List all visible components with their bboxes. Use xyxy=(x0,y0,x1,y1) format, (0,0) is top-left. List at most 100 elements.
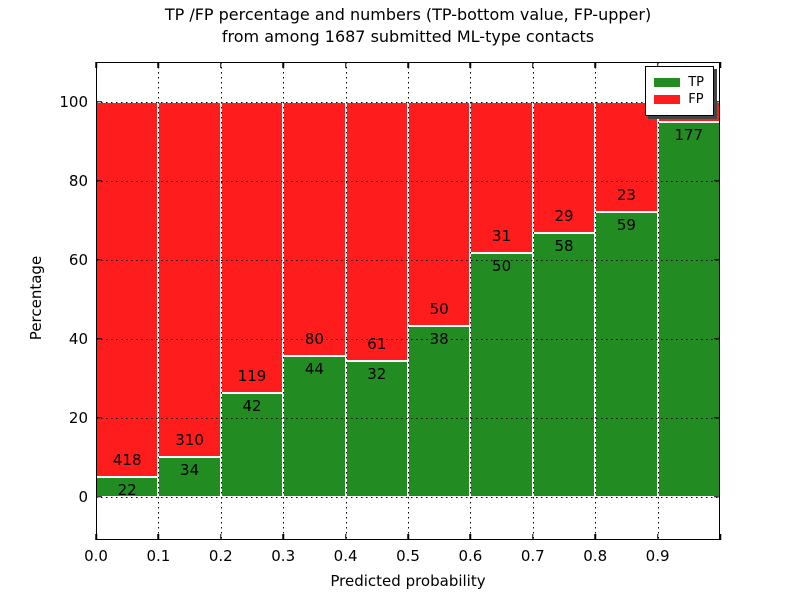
x-tick-mark xyxy=(157,534,160,540)
y-tick-mark xyxy=(714,258,720,261)
tp-bar-segment xyxy=(408,325,471,497)
y-tick-mark xyxy=(96,100,102,103)
x-tick-mark xyxy=(594,62,596,68)
fp-count-label: 119 xyxy=(237,367,267,386)
y-tick-label: 0 xyxy=(78,487,88,506)
y-tick-label: 20 xyxy=(68,408,88,427)
y-tick-label: 80 xyxy=(68,171,88,190)
legend-row-fp: FP xyxy=(654,92,704,107)
x-tick-mark xyxy=(95,534,97,540)
fp-count-label: 80 xyxy=(304,330,324,349)
y-tick-mark xyxy=(714,179,720,182)
x-tick-label: 0.6 xyxy=(458,547,483,565)
tp-count-label: 50 xyxy=(492,256,512,275)
vertical-gridline xyxy=(470,62,472,540)
y-tick-mark xyxy=(714,495,720,498)
tp-count-label: 44 xyxy=(304,360,324,379)
x-tick-mark xyxy=(532,534,534,540)
x-tick-mark xyxy=(469,62,472,68)
legend: TP FP xyxy=(645,66,714,116)
x-tick-label: 0.2 xyxy=(208,547,233,565)
fp-bar-segment xyxy=(283,101,346,357)
x-tick-mark xyxy=(220,534,222,540)
horizontal-gridline xyxy=(96,180,720,182)
fp-color-swatch xyxy=(654,95,681,104)
horizontal-gridline xyxy=(96,101,720,103)
tp-count-label: 32 xyxy=(367,364,387,383)
y-tick-mark xyxy=(714,416,720,419)
y-tick-mark xyxy=(96,495,102,498)
horizontal-gridline xyxy=(96,259,720,261)
x-axis-label: Predicted probability xyxy=(330,572,486,590)
vertical-gridline xyxy=(657,62,659,540)
fp-bar-segment xyxy=(408,101,471,326)
x-tick-label: 0.4 xyxy=(333,547,358,565)
tp-count-label: 177 xyxy=(674,126,704,145)
vertical-gridline xyxy=(408,62,409,540)
plot-area: TP FP 418 22 310 34 119 42 80 44 61 32 50 38 31 50 29 5… xyxy=(95,62,721,540)
y-tick-mark xyxy=(96,179,102,182)
fp-count-label: 31 xyxy=(492,226,512,245)
x-tick-mark xyxy=(344,62,347,68)
x-tick-label: 0.9 xyxy=(645,547,670,565)
legend-row-tp: TP xyxy=(654,75,704,90)
y-tick-label: 60 xyxy=(68,250,88,269)
x-tick-label: 0.7 xyxy=(520,547,545,565)
x-tick-mark xyxy=(407,534,409,540)
y-tick-mark xyxy=(714,100,720,103)
horizontal-gridline xyxy=(96,338,720,340)
legend-label-fp: FP xyxy=(688,92,704,107)
fp-bar-segment xyxy=(220,101,284,394)
tp-count-label: 22 xyxy=(117,480,137,499)
fp-count-label: 61 xyxy=(367,334,387,353)
horizontal-gridline xyxy=(96,417,720,419)
vertical-gridline xyxy=(220,62,222,540)
fp-bar-segment xyxy=(345,101,408,361)
x-tick-mark xyxy=(344,534,347,540)
vertical-gridline xyxy=(158,62,160,540)
y-tick-mark xyxy=(96,258,102,261)
x-tick-mark xyxy=(282,62,284,68)
y-tick-labels: 0 20 40 60 80 100 xyxy=(0,62,88,540)
y-tick-label: 40 xyxy=(68,329,88,348)
x-tick-mark xyxy=(594,534,596,540)
x-tick-mark xyxy=(157,62,160,68)
vertical-gridline xyxy=(345,62,347,540)
x-tick-label: 0.0 xyxy=(84,547,108,565)
tp-bar-segment xyxy=(220,393,284,497)
tp-count-label: 58 xyxy=(554,237,574,256)
tp-color-swatch xyxy=(654,78,681,87)
y-tick-label: 100 xyxy=(59,92,88,111)
x-tick-mark xyxy=(95,62,97,68)
x-tick-mark xyxy=(719,534,721,540)
fp-bar-segment xyxy=(158,101,221,458)
vertical-gridline xyxy=(532,62,534,540)
vertical-gridline xyxy=(595,62,597,540)
tp-bar-segment xyxy=(283,356,346,497)
tp-count-label: 59 xyxy=(616,216,636,235)
vertical-gridline xyxy=(283,62,285,540)
x-tick-mark xyxy=(532,62,534,68)
chart-title-line1: TP /FP percentage and numbers (TP-bottom… xyxy=(164,5,652,24)
fp-bar-segment xyxy=(96,101,159,477)
x-tick-mark xyxy=(407,62,409,68)
fp-count-label: 50 xyxy=(429,299,449,318)
tp-bar-segment xyxy=(470,252,533,497)
fp-count-label: 29 xyxy=(554,207,574,226)
tp-bar-segment xyxy=(532,233,596,497)
x-tick-mark xyxy=(469,534,472,540)
x-tick-label: 0.5 xyxy=(396,547,420,565)
tp-count-label: 38 xyxy=(429,329,449,348)
x-tick-mark xyxy=(719,62,721,68)
x-tick-mark xyxy=(656,62,659,68)
fp-count-label: 23 xyxy=(616,186,636,205)
tp-bar-segment xyxy=(657,122,720,497)
x-tick-mark xyxy=(656,534,659,540)
y-tick-mark xyxy=(96,337,102,340)
x-tick-mark xyxy=(220,62,222,68)
legend-label-tp: TP xyxy=(688,75,704,90)
tp-count-label: 42 xyxy=(242,397,262,416)
fp-count-label: 418 xyxy=(112,450,142,469)
tp-count-label: 34 xyxy=(180,461,200,480)
